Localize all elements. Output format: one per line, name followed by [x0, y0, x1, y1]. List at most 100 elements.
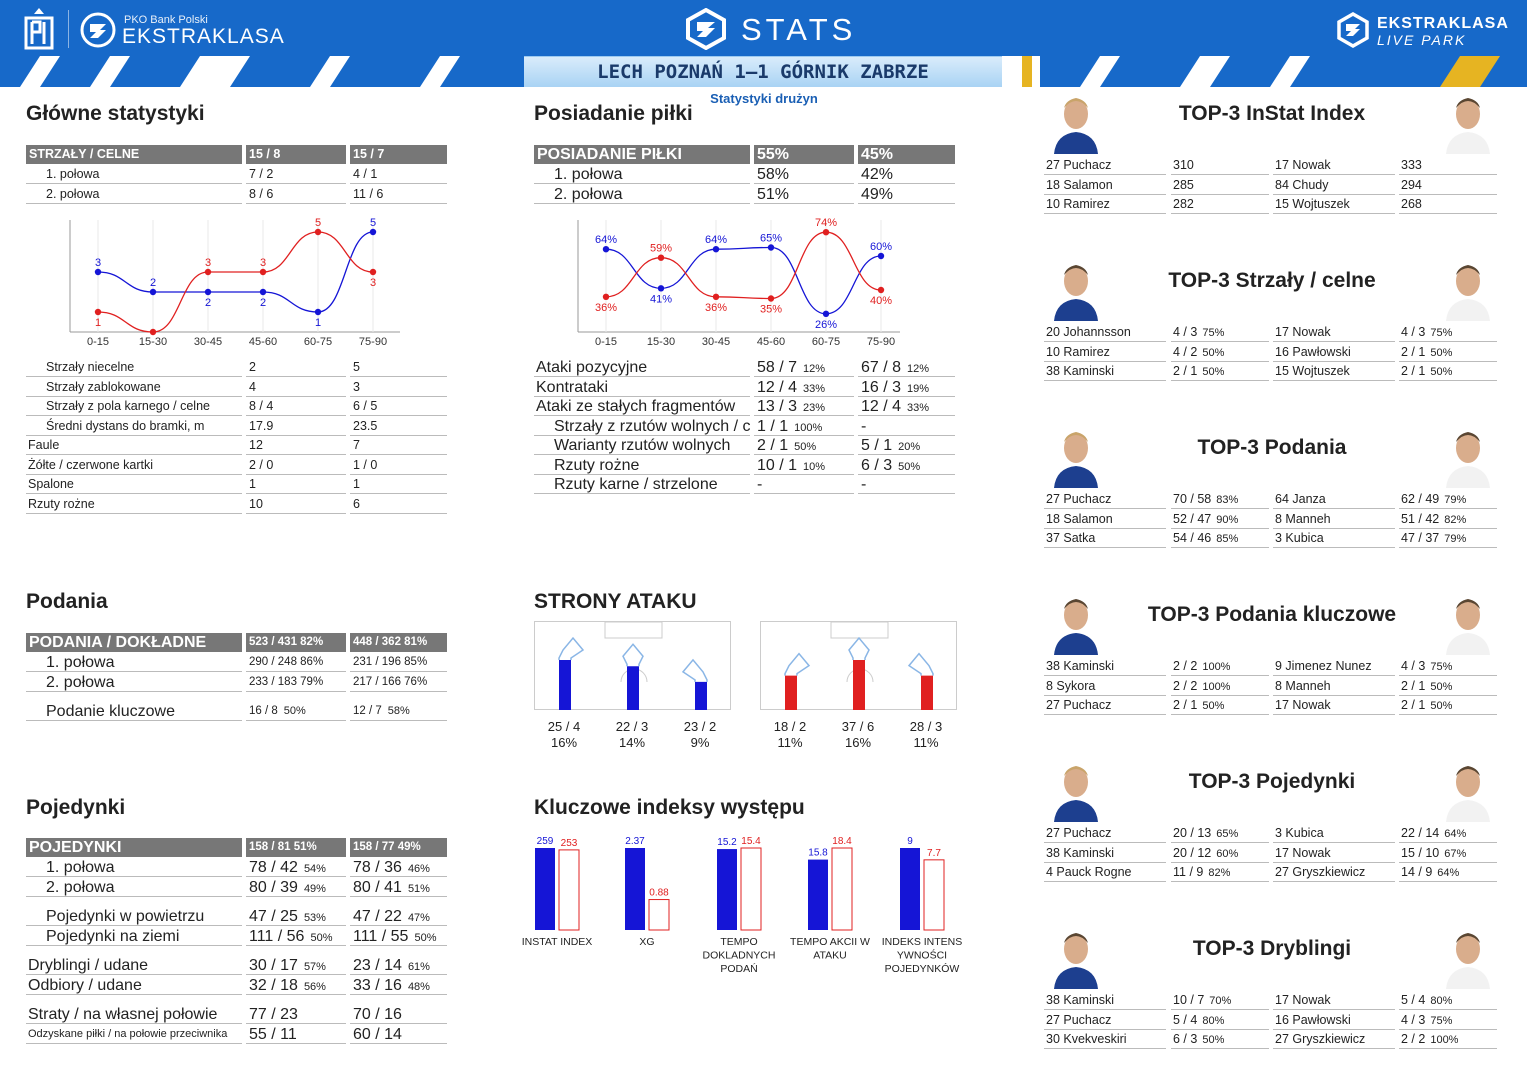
x-tick-label: 45-60 — [249, 336, 277, 348]
away-pct: 19% — [907, 382, 930, 395]
away-pct: 64% — [1437, 867, 1460, 879]
away-value-cell: 14 / 9 64% — [1399, 863, 1497, 882]
away-value-cell: 4 / 3 75% — [1399, 323, 1497, 342]
home-value: 10 — [249, 496, 263, 511]
penalty-box — [604, 621, 663, 639]
away-value: 47 / 37 — [1401, 531, 1440, 545]
stat-home: 80 / 39 49% — [246, 878, 346, 897]
home-value: 2 / 2 — [1173, 678, 1198, 693]
home-player: 37 Satka — [1044, 529, 1166, 548]
home-value: 20 / 13 — [1173, 826, 1212, 840]
home-value: 2 / 0 — [249, 457, 274, 472]
stat-home: 17.9 — [246, 417, 346, 436]
top3-title: TOP-3 Dryblingi — [1192, 937, 1352, 960]
home-value: 282 — [1173, 197, 1194, 211]
data-point — [602, 293, 610, 300]
home-value: 16 / 8 — [249, 705, 278, 717]
home-player: 38 Kaminski — [1044, 844, 1166, 863]
attack-arrow-icon — [907, 652, 934, 676]
stat-label: 2. połowa — [26, 185, 242, 204]
away-value: 217 / 166 76% — [353, 676, 428, 688]
away-value: 11 / 6 — [353, 187, 384, 201]
away-pct: 80% — [1430, 995, 1453, 1007]
away-player: 15 Wojtuszek — [1273, 195, 1395, 214]
away-value: 22 / 14 — [1401, 826, 1440, 840]
stat-away: 217 / 166 76% — [350, 673, 447, 692]
top3-row: 18 Salamon 285 84 Chudy 294 — [1044, 176, 1498, 195]
x-tick-label: 45-60 — [757, 336, 785, 348]
kpi-away-label: 0.88 — [649, 888, 669, 899]
home-pct: 50% — [1202, 700, 1225, 712]
top3-title: TOP-3 InStat Index — [1178, 102, 1366, 125]
away-player: 8 Manneh — [1273, 677, 1395, 696]
stat-label: Żółte / czerwone kartki — [26, 456, 242, 475]
kpi-bar-away — [831, 847, 853, 931]
stat-label: Strzały z pola karnego / celne — [26, 397, 242, 416]
header-home: 523 / 431 82% — [246, 633, 346, 652]
attack-pitch-home — [534, 621, 731, 710]
stat-label: Straty / na własnej połowie — [26, 1005, 242, 1024]
x-tick-label: 60-75 — [304, 336, 332, 348]
series-line-home — [605, 246, 882, 315]
home-value-cell: 5 / 4 80% — [1171, 1011, 1269, 1030]
top-header: PKO Bank Polski EKSTRAKLASA STATS EKSTRA… — [0, 0, 1527, 56]
away-pct: 100% — [1430, 1034, 1459, 1046]
kpi-bar-away — [923, 859, 945, 931]
stat-home: 55 / 11 — [246, 1025, 346, 1044]
stat-home: 2 / 1 50% — [754, 436, 854, 455]
top3-row: 30 Kvekveskiri 6 / 3 50% 27 Gryszkiewicz 2 /… — [1044, 1030, 1498, 1049]
away-pct: 64% — [1444, 828, 1467, 840]
stat-label: Odbiory / udane — [26, 976, 242, 995]
data-label: 5 — [370, 217, 376, 229]
home-value: 2 / 1 — [1173, 698, 1198, 712]
stat-away: 12 / 4 33% — [858, 397, 955, 416]
player-photo — [1446, 933, 1490, 989]
away-value: 4 / 3 — [1401, 325, 1426, 339]
home-value: 10 / 1 — [757, 456, 798, 474]
data-label: 35% — [760, 304, 782, 316]
stat-label: Ataki pozycyjne — [534, 358, 750, 377]
home-value: 285 — [1173, 177, 1194, 192]
home-value: 70 / 58 — [1173, 492, 1212, 506]
away-player: 16 Pawłowski — [1273, 1011, 1395, 1030]
home-pct: 60% — [1216, 847, 1239, 860]
stat-label: Dryblingi / udane — [26, 956, 242, 975]
data-label: 41% — [650, 293, 672, 305]
attack-arrow-icon — [784, 652, 811, 676]
home-player: 8 Sykora — [1044, 677, 1166, 696]
home-value-cell: 20 / 13 65% — [1171, 824, 1269, 843]
possession-chart-svg: 0-15 15-30 30-45 45-60 60-75 75-90 64% 41% 64% 65… — [577, 217, 900, 348]
top3-row: 38 Kaminski 20 / 12 60% 17 Nowak 15 / 10 67% — [1044, 844, 1498, 863]
away-value: 231 / 196 85% — [353, 656, 428, 668]
home-value: 111 / 56 — [249, 928, 305, 945]
away-value-cell: 4 / 3 75% — [1399, 657, 1497, 676]
away-pct: 50% — [1430, 700, 1453, 712]
stat-label: Spalone — [26, 475, 242, 494]
away-value: 60 / 14 — [353, 1026, 402, 1043]
data-label: 59% — [650, 243, 672, 255]
kpi-home-label: 9 — [907, 836, 913, 847]
stat-label: Warianty rzutów wolnych — [534, 436, 750, 455]
shots-line-chart: 0-15 15-30 30-45 45-60 60-75 75-90 3 2 2 2 1 5 1 3 3 5 3 — [40, 212, 420, 352]
data-point — [259, 288, 267, 296]
kpi-category-label: INSTAT INDEX — [522, 936, 593, 948]
attack-pct: 14% — [618, 735, 646, 750]
home-pct: 80% — [1202, 1014, 1225, 1027]
home-player: 20 Johannsson — [1044, 323, 1166, 342]
away-value-cell: 294 — [1399, 176, 1497, 195]
data-label: 1 — [95, 317, 101, 329]
top3-title: TOP-3 Pojedynki — [1188, 770, 1356, 793]
home-player: 30 Kvekveskiri — [1044, 1030, 1166, 1049]
header-away: 158 / 77 49% — [350, 838, 447, 857]
home-pct: 54% — [303, 863, 326, 875]
home-value-cell: 4 / 3 75% — [1171, 323, 1269, 342]
player-photo — [1446, 766, 1490, 822]
home-player: 27 Puchacz — [1044, 696, 1166, 715]
home-value: 2 — [249, 360, 256, 374]
away-value-cell: 22 / 14 64% — [1399, 824, 1497, 843]
header-away: 45% — [858, 145, 955, 164]
player-photo — [1054, 98, 1098, 154]
away-value: 111 / 55 — [353, 928, 409, 945]
attack-bar — [853, 660, 865, 710]
home-pct: 65% — [1216, 828, 1239, 840]
